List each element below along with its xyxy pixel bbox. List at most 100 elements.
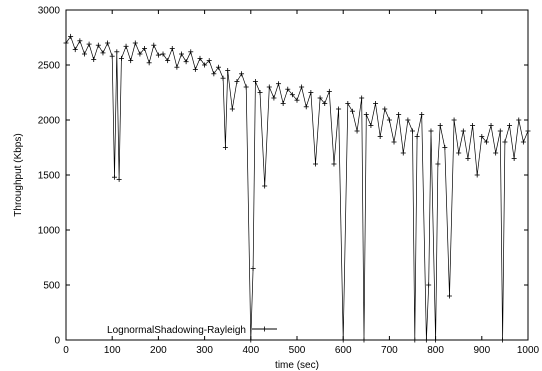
data-point: [435, 161, 441, 167]
data-point: [479, 134, 485, 139]
x-axis: 0 100 200 300 400 500 600 700 800 900 1000: [63, 10, 540, 356]
data-point: [112, 174, 118, 180]
data-point: [410, 128, 415, 134]
data-point: [414, 134, 420, 139]
data-point: [114, 49, 120, 55]
data-point: [294, 97, 300, 103]
data-point: [248, 337, 254, 343]
x-tick-label: 200: [150, 345, 167, 356]
data-point: [285, 86, 291, 92]
x-tick-label: 1000: [517, 345, 540, 356]
x-axis-title: time (sec): [275, 360, 319, 371]
data-point: [215, 64, 221, 70]
data-point: [160, 51, 166, 57]
data-point: [188, 49, 194, 55]
data-point: [179, 51, 184, 57]
data-point: [95, 42, 101, 48]
x-tick-label: 100: [104, 345, 121, 356]
data-point: [354, 128, 360, 134]
y-tick-label: 500: [43, 281, 60, 292]
x-tick-label: 900: [473, 345, 490, 356]
data-point: [239, 71, 245, 77]
data-point: [386, 117, 392, 123]
data-point: [361, 337, 367, 343]
data-point: [474, 172, 480, 178]
data-point: [423, 337, 429, 343]
legend-marker: [262, 326, 267, 332]
data-point: [391, 139, 397, 145]
data-point: [262, 183, 268, 189]
data-point: [359, 95, 365, 101]
data-point: [377, 134, 383, 139]
data-point: [105, 40, 111, 46]
data-point: [428, 128, 434, 134]
data-point: [299, 84, 305, 90]
data-point: [483, 139, 489, 145]
data-point: [146, 60, 152, 66]
x-tick-label: 500: [289, 345, 306, 356]
data-point: [433, 337, 439, 343]
data-point: [81, 51, 87, 57]
data-point: [225, 68, 231, 73]
data-point: [289, 92, 295, 98]
series-line: [65, 35, 529, 341]
data-point: [72, 47, 78, 53]
data-point: [525, 128, 531, 134]
data-point: [169, 46, 175, 51]
data-point: [520, 139, 526, 145]
y-tick-label: 2000: [38, 116, 61, 127]
data-point: [118, 55, 124, 61]
data-point: [222, 145, 228, 150]
data-point: [91, 57, 97, 62]
data-point: [243, 84, 249, 90]
data-point: [460, 128, 466, 134]
data-point: [331, 161, 337, 167]
data-point: [516, 117, 522, 123]
data-point: [396, 112, 402, 117]
data-point: [446, 293, 452, 299]
series-markers: [63, 33, 531, 343]
x-tick-label: 400: [242, 345, 259, 356]
y-tick-label: 0: [54, 336, 60, 347]
y-tick-label: 2500: [38, 61, 61, 72]
data-point: [317, 95, 323, 101]
data-point: [132, 40, 138, 46]
x-tick-label: 0: [63, 345, 69, 356]
y-tick-label: 3000: [38, 6, 61, 17]
data-point: [400, 150, 406, 156]
data-point: [419, 112, 425, 117]
data-point: [128, 58, 134, 64]
x-tick-label: 600: [335, 345, 352, 356]
data-point: [382, 106, 388, 112]
data-point: [497, 128, 503, 134]
y-axis-title: Throughput (Kbps): [13, 133, 24, 216]
data-point: [77, 38, 83, 44]
data-point: [336, 106, 342, 112]
data-point: [116, 176, 122, 182]
data-point: [345, 101, 351, 106]
data-point: [252, 79, 258, 84]
data-point: [412, 337, 418, 343]
data-point: [257, 90, 263, 95]
legend-marker-plus: [262, 326, 267, 332]
data-point: [502, 139, 508, 145]
data-point: [493, 150, 499, 156]
data-point: [192, 66, 198, 72]
data-point: [266, 84, 272, 90]
data-point: [303, 104, 309, 110]
data-point: [183, 59, 189, 65]
data-point: [405, 117, 411, 123]
data-point: [326, 88, 332, 94]
legend: LognormalShadowing-Rayleigh: [107, 325, 277, 336]
y-tick-label: 1500: [38, 171, 61, 182]
y-tick-label: 1000: [38, 226, 61, 237]
y-axis: 0 500 1000 1500 2000 2500 3000: [38, 6, 528, 347]
data-point: [211, 71, 217, 77]
data-point: [500, 337, 506, 343]
data-point: [507, 123, 513, 128]
data-point: [123, 43, 129, 49]
data-point: [368, 123, 374, 128]
data-point: [202, 62, 208, 68]
data-point: [142, 46, 148, 51]
